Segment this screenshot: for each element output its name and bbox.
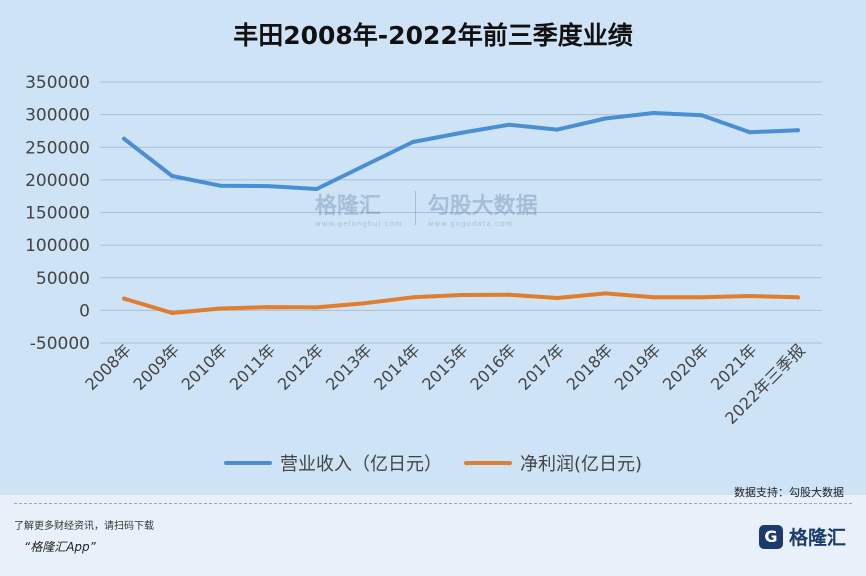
- y-tick-label: 50000: [36, 269, 90, 289]
- data-point: [362, 163, 367, 168]
- x-tick-label: 2013年: [322, 340, 376, 394]
- x-tick-label: 2020年: [659, 340, 713, 394]
- legend-item-revenue: 营业收入（亿日元）: [223, 450, 442, 476]
- data-point: [795, 295, 800, 300]
- y-tick-label: 350000: [25, 73, 90, 93]
- footer-app-name: “格隆汇App”: [24, 540, 96, 554]
- data-point: [603, 291, 608, 296]
- data-point: [555, 295, 560, 300]
- data-point: [603, 116, 608, 121]
- data-point: [410, 295, 415, 300]
- watermark-data-url: www.gogudata.com: [427, 220, 513, 228]
- x-tick-label: 2015年: [418, 340, 472, 394]
- x-tick-label: 2011年: [226, 340, 280, 394]
- data-point: [314, 187, 319, 192]
- y-tick-label: 100000: [25, 236, 90, 256]
- data-point: [218, 306, 223, 311]
- data-point: [362, 301, 367, 306]
- series-line-0: [122, 111, 800, 191]
- legend-item-profit: 净利润(亿日元): [463, 450, 643, 476]
- data-point: [459, 130, 463, 135]
- footer-divider: [14, 503, 852, 504]
- y-tick-label: 0: [79, 301, 90, 321]
- data-point: [218, 183, 223, 188]
- data-point: [651, 110, 656, 115]
- data-point: [699, 113, 704, 118]
- x-tick-label: 2014年: [370, 340, 424, 394]
- watermark-brand-url: www.gelonghui.com: [315, 220, 403, 228]
- data-point: [555, 127, 560, 132]
- legend-swatch-revenue: [223, 461, 272, 465]
- watermark-brand: 格隆汇: [315, 194, 382, 219]
- chart-panel: 丰田2008年-2022年前三季度业绩 -50000 0 50000 100000 15…: [0, 0, 866, 499]
- y-tick-label: 150000: [25, 204, 90, 224]
- footer-note: 了解更多财经资讯，请扫码下载: [14, 521, 154, 532]
- data-point: [122, 296, 127, 301]
- x-tick-label: 2018年: [563, 340, 617, 394]
- data-point: [266, 184, 271, 189]
- y-tick-label: 250000: [25, 138, 90, 158]
- data-source: 数据支持：勾股大数据: [734, 486, 844, 499]
- footer-logo: G 格隆汇: [758, 523, 846, 550]
- data-point: [651, 295, 656, 300]
- logo-icon: G: [758, 524, 783, 549]
- data-point: [747, 294, 752, 299]
- x-tick-label: 2012年: [274, 340, 328, 394]
- x-tick-label: 2009年: [129, 340, 183, 394]
- watermark-divider: [414, 191, 416, 225]
- y-tick-label: -50000: [30, 334, 90, 354]
- data-point: [507, 292, 512, 297]
- data-point: [410, 140, 415, 145]
- legend-label-profit: 净利润(亿日元): [519, 454, 643, 475]
- logo-text: 格隆汇: [788, 527, 846, 549]
- data-point: [459, 293, 463, 298]
- data-point: [699, 295, 704, 300]
- watermark-data: 勾股大数据: [427, 194, 538, 219]
- data-point: [795, 128, 800, 133]
- watermark: 格隆汇 www.gelonghui.com 勾股大数据 www.gogudata…: [315, 188, 538, 228]
- legend-label-revenue: 营业收入（亿日元）: [279, 454, 442, 475]
- x-tick-label: 2017年: [515, 340, 569, 394]
- x-tick-label: 2010年: [178, 340, 232, 394]
- data-point: [122, 136, 127, 141]
- y-tick-label: 300000: [25, 106, 90, 126]
- data-point: [170, 173, 175, 178]
- legend: 营业收入（亿日元） 净利润(亿日元): [0, 450, 866, 476]
- data-point: [314, 305, 319, 310]
- y-tick-label: 200000: [25, 171, 90, 191]
- data-point: [266, 305, 271, 310]
- x-tick-label: 2019年: [611, 340, 665, 394]
- data-point: [170, 310, 175, 315]
- chart-title: 丰田2008年-2022年前三季度业绩: [233, 21, 633, 50]
- x-tick-label: 2016年: [466, 340, 520, 394]
- data-point: [507, 122, 512, 127]
- data-point: [747, 130, 752, 135]
- line-chart: -50000 0 50000 100000 150000 200000 250000 3000…: [25, 73, 822, 428]
- legend-swatch-profit: [463, 461, 512, 465]
